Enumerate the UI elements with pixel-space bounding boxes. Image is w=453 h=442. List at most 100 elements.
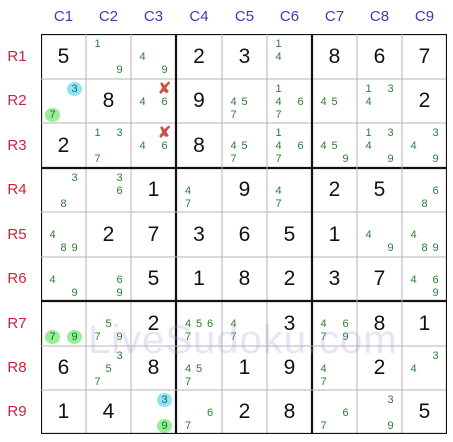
cell-r2c3[interactable]: 4 6 3 ✘ (131, 79, 176, 123)
candidate-4: 4 (410, 229, 417, 241)
candidate-7: 7 (275, 153, 282, 165)
cell-r9c6[interactable]: 8 (267, 390, 312, 434)
cell-r5c3[interactable]: 7 (131, 212, 176, 257)
cell-r6c7[interactable]: 3 (312, 257, 357, 301)
candidate-6: 6 (206, 407, 214, 419)
cell-r2c8[interactable]: 1 3 4 (357, 79, 402, 123)
candidate-7: 7 (230, 153, 237, 165)
cell-r1c5[interactable]: 3 (222, 34, 267, 79)
cell-r9c5[interactable]: 2 (222, 390, 267, 434)
cell-r3c9[interactable]: 3 4 9 (402, 123, 447, 168)
candidate-3: 3 (67, 82, 82, 96)
row-label-r4: R4 (7, 181, 27, 198)
cell-r6c5[interactable]: 8 (222, 257, 267, 301)
cell-r1c9[interactable]: 7 (402, 34, 447, 79)
cell-r6c3[interactable]: 5 (131, 257, 176, 301)
candidate-8: 8 (60, 198, 67, 210)
cell-r3c8[interactable]: 1 3 4 9 (357, 123, 402, 168)
candidate-8: 8 (60, 242, 67, 254)
cell-r8c8[interactable]: 2 (357, 346, 402, 390)
cell-r7c9[interactable]: 1 (402, 301, 447, 346)
cell-r5c5[interactable]: 6 (222, 212, 267, 257)
cell-r6c4[interactable]: 1 (176, 257, 222, 301)
cell-r7c3[interactable]: 2 (131, 301, 176, 346)
cell-r9c1[interactable]: 1 (41, 390, 86, 434)
cell-r5c2[interactable]: 2 (86, 212, 131, 257)
given-digit: 2 (283, 267, 296, 290)
cell-r7c6[interactable]: 3 (267, 301, 312, 346)
cell-r9c9[interactable]: 5 (402, 390, 447, 434)
cell-r3c4[interactable]: 8 (176, 123, 222, 168)
cell-r8c5[interactable]: 1 (222, 346, 267, 390)
cell-r8c3[interactable]: 8 (131, 346, 176, 390)
cell-r4c8[interactable]: 5 (357, 168, 402, 212)
cell-r2c4[interactable]: 9 (176, 79, 222, 123)
cell-r9c2[interactable]: 4 (86, 390, 131, 434)
cell-r1c7[interactable]: 8 (312, 34, 357, 79)
cell-r5c4[interactable]: 3 (176, 212, 222, 257)
cell-r3c3[interactable]: 4 6 3 ✘ (131, 123, 176, 168)
cell-r6c8[interactable]: 7 (357, 257, 402, 301)
candidate-9: 9 (157, 419, 172, 433)
cell-r7c7[interactable]: 4 6 7 9 (312, 301, 357, 346)
candidate-4: 4 (320, 140, 327, 152)
candidate-3: 3 (157, 393, 172, 407)
cell-r5c6[interactable]: 5 (267, 212, 312, 257)
candidate-6: 6 (432, 274, 439, 286)
cell-r1c8[interactable]: 6 (357, 34, 402, 79)
cell-r2c9[interactable]: 2 (402, 79, 447, 123)
cell-r8c1[interactable]: 6 (41, 346, 86, 390)
cell-r7c8[interactable]: 8 (357, 301, 402, 346)
cell-r4c7[interactable]: 2 (312, 168, 357, 212)
given-digit: 2 (328, 178, 341, 201)
cell-r6c6[interactable]: 2 (267, 257, 312, 301)
cell-r4c5[interactable]: 9 (222, 168, 267, 212)
given-digit: 6 (373, 44, 386, 68)
cell-r1c1[interactable]: 5 (41, 34, 86, 79)
candidate-6: 6 (161, 96, 168, 108)
candidate-1: 1 (275, 83, 282, 95)
cell-r3c2[interactable]: 1 3 7 (86, 123, 131, 168)
cell-r4c3[interactable]: 1 (131, 168, 176, 212)
candidate-9: 9 (432, 242, 439, 254)
cell-r2c2[interactable]: 8 (86, 79, 131, 123)
cell-r3c1[interactable]: 2 (41, 123, 86, 168)
cell-r1c4[interactable]: 2 (176, 34, 222, 79)
given-digit: 1 (193, 267, 205, 290)
cell-r5c7[interactable]: 1 (312, 212, 357, 257)
cell-r8c6[interactable]: 9 (267, 346, 312, 390)
